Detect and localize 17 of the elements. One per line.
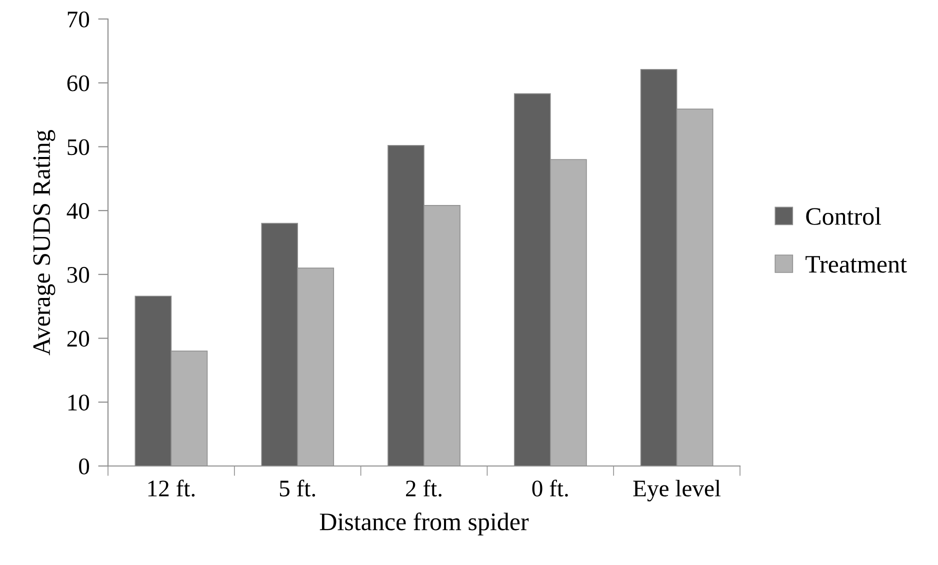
x-tick-label: Eye level <box>633 480 721 502</box>
y-tick-label: 10 <box>68 394 90 411</box>
x-tick-label: 5 ft. <box>280 480 316 497</box>
legend-label: Control <box>806 207 882 225</box>
y-tick-label: 30 <box>67 266 90 283</box>
y-tick-label: 60 <box>67 75 90 92</box>
x-axis-title: Distance from spider <box>320 512 529 536</box>
y-tick-label: 50 <box>68 139 90 156</box>
x-tick-label: 12 ft. <box>148 480 195 497</box>
y-tick-label: 40 <box>66 203 90 219</box>
y-axis-title: Average SUDS Rating <box>33 130 56 356</box>
y-tick-label: 20 <box>67 330 90 347</box>
y-tick-label: 0 <box>79 458 90 474</box>
x-tick-label: 2 ft. <box>406 480 442 497</box>
x-tick-label: 0 ft. <box>532 480 568 497</box>
y-tick-label: 70 <box>68 11 90 28</box>
legend-label: Treatment <box>806 256 907 273</box>
